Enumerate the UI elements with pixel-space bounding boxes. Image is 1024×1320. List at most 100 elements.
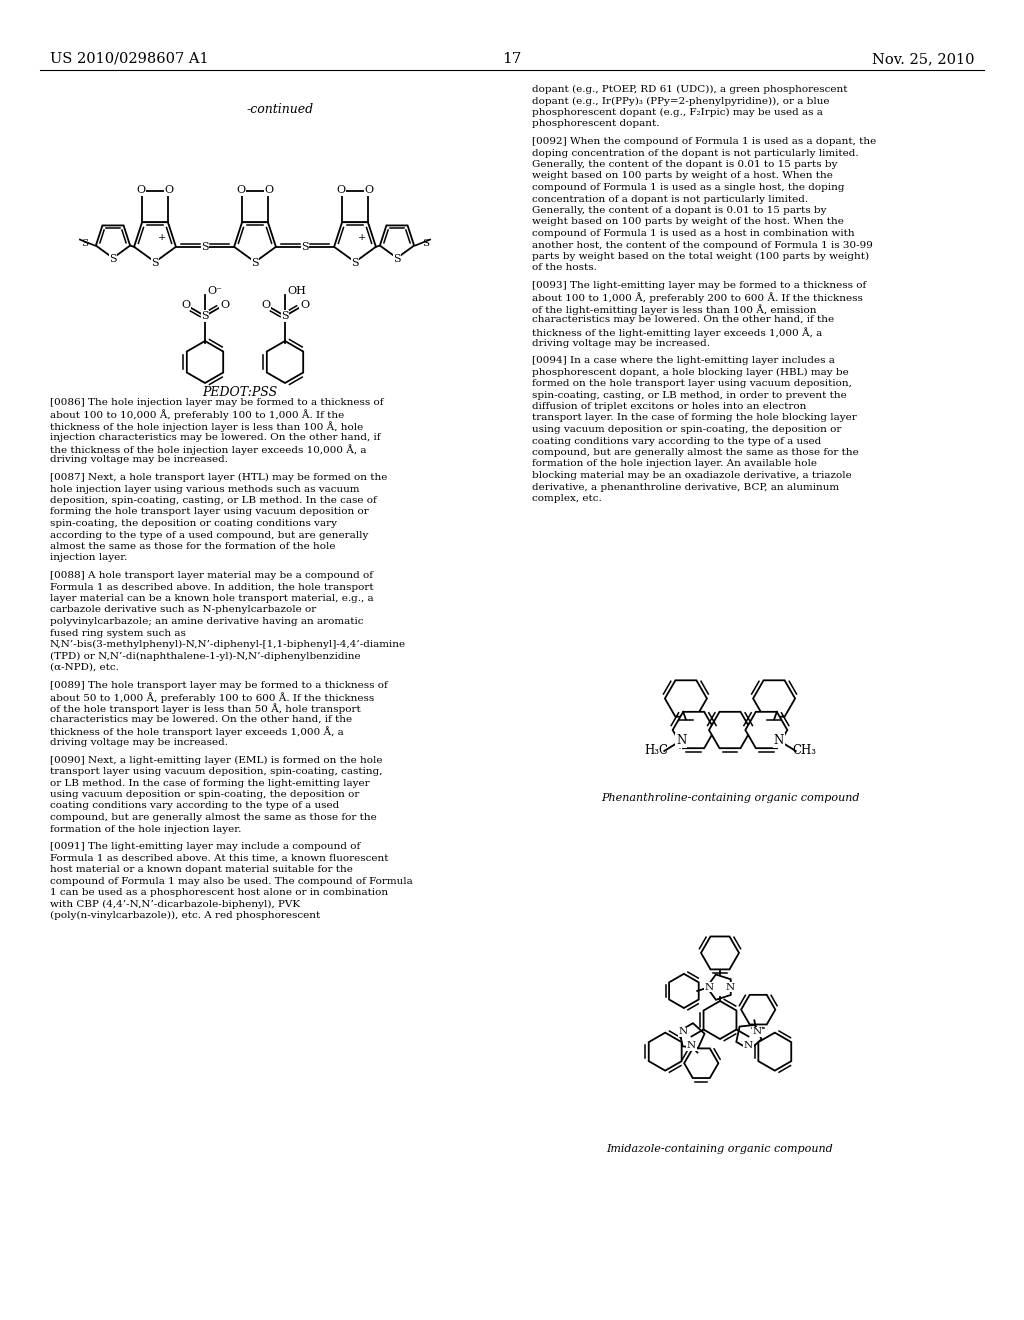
Text: S: S [110,253,117,264]
Polygon shape [334,222,376,261]
Text: driving voltage may be increased.: driving voltage may be increased. [50,738,228,747]
Text: N: N [679,1027,688,1036]
Text: O: O [165,185,173,195]
Text: PEDOT:PSS: PEDOT:PSS [203,385,278,399]
Text: compound of Formula 1 may also be used. The compound of Formula: compound of Formula 1 may also be used. … [50,876,413,886]
Text: spin-coating, casting, or LB method, in order to prevent the: spin-coating, casting, or LB method, in … [532,391,847,400]
Text: N: N [726,982,735,991]
Text: polyvinylcarbazole; an amine derivative having an aromatic: polyvinylcarbazole; an amine derivative … [50,616,364,626]
Text: of the hole transport layer is less than 50 Å, hole transport: of the hole transport layer is less than… [50,704,360,714]
Text: +: + [158,232,166,242]
Text: [0087] Next, a hole transport layer (HTL) may be formed on the: [0087] Next, a hole transport layer (HTL… [50,473,387,482]
Text: with CBP (4,4’-N,N’-dicarbazole-biphenyl), PVK: with CBP (4,4’-N,N’-dicarbazole-biphenyl… [50,899,300,908]
Text: almost the same as those for the formation of the hole: almost the same as those for the formati… [50,543,336,550]
Text: [0094] In a case where the light-emitting layer includes a: [0094] In a case where the light-emittin… [532,356,835,366]
Text: parts by weight based on the total weight (100 parts by weight): parts by weight based on the total weigh… [532,252,869,261]
Text: 1 can be used as a phosphorescent host alone or in combination: 1 can be used as a phosphorescent host a… [50,888,388,898]
Text: phosphorescent dopant, a hole blocking layer (HBL) may be: phosphorescent dopant, a hole blocking l… [532,367,849,376]
Text: S: S [201,312,209,321]
Text: compound of Formula 1 is used as a host in combination with: compound of Formula 1 is used as a host … [532,228,855,238]
Text: compound of Formula 1 is used as a single host, the doping: compound of Formula 1 is used as a singl… [532,183,845,191]
Text: the thickness of the hole injection layer exceeds 10,000 Å, a: the thickness of the hole injection laye… [50,444,367,455]
Text: another host, the content of the compound of Formula 1 is 30-99: another host, the content of the compoun… [532,240,872,249]
Text: N: N [743,1041,753,1051]
Polygon shape [759,1032,792,1071]
Text: S: S [201,242,209,252]
Text: -continued: -continued [247,103,313,116]
Text: [0090] Next, a light-emitting layer (EML) is formed on the hole: [0090] Next, a light-emitting layer (EML… [50,755,383,764]
Text: layer material can be a known hole transport material, e.g., a: layer material can be a known hole trans… [50,594,374,603]
Polygon shape [186,341,223,383]
Text: Nov. 25, 2010: Nov. 25, 2010 [871,51,974,66]
Text: compound, but are generally almost the same as those for the: compound, but are generally almost the s… [532,447,859,457]
Text: [0093] The light-emitting layer may be formed to a thickness of: [0093] The light-emitting layer may be f… [532,281,866,290]
Text: S: S [251,257,259,268]
Text: O: O [237,185,246,195]
Text: concentration of a dopant is not particularly limited.: concentration of a dopant is not particu… [532,194,808,203]
Text: phosphorescent dopant (e.g., F₂Irpic) may be used as a: phosphorescent dopant (e.g., F₂Irpic) ma… [532,108,823,117]
Text: Phenanthroline-containing organic compound: Phenanthroline-containing organic compou… [601,793,859,803]
Polygon shape [679,1023,705,1048]
Polygon shape [242,191,268,222]
Text: of the hosts.: of the hosts. [532,264,597,272]
Text: using vacuum deposition or spin-coating, the deposition or: using vacuum deposition or spin-coating,… [532,425,842,434]
Text: S: S [422,239,429,248]
Text: S: S [81,239,88,248]
Text: N: N [676,734,686,747]
Text: S: S [393,253,400,264]
Text: characteristics may be lowered. On the other hand, if the: characteristics may be lowered. On the o… [532,315,835,325]
Polygon shape [665,680,707,717]
Polygon shape [736,1024,762,1049]
Text: O⁻: O⁻ [207,286,222,296]
Text: [0089] The hole transport layer may be formed to a thickness of: [0089] The hole transport layer may be f… [50,681,388,689]
Text: characteristics may be lowered. On the other hand, if the: characteristics may be lowered. On the o… [50,715,352,723]
Text: S: S [282,312,289,321]
Polygon shape [745,711,787,748]
Text: US 2010/0298607 A1: US 2010/0298607 A1 [50,51,209,66]
Text: S: S [351,257,358,268]
Text: O: O [220,300,229,309]
Polygon shape [709,711,751,748]
Text: formation of the hole injection layer.: formation of the hole injection layer. [50,825,242,833]
Polygon shape [741,995,775,1024]
Text: weight based on 100 parts by weight of a host. When the: weight based on 100 parts by weight of a… [532,172,833,181]
Text: [0092] When the compound of Formula 1 is used as a dopant, the: [0092] When the compound of Formula 1 is… [532,137,877,147]
Text: or LB method. In the case of forming the light-emitting layer: or LB method. In the case of forming the… [50,779,370,788]
Text: transport layer. In the case of forming the hole blocking layer: transport layer. In the case of forming … [532,413,857,422]
Polygon shape [96,226,130,257]
Polygon shape [342,191,368,222]
Text: [0086] The hole injection layer may be formed to a thickness of: [0086] The hole injection layer may be f… [50,399,384,407]
Text: about 100 to 1,000 Å, preferably 200 to 600 Å. If the thickness: about 100 to 1,000 Å, preferably 200 to … [532,293,863,304]
Text: deposition, spin-coating, casting, or LB method. In the case of: deposition, spin-coating, casting, or LB… [50,496,377,506]
Text: phosphorescent dopant.: phosphorescent dopant. [532,120,659,128]
Text: O: O [300,300,309,309]
Polygon shape [134,222,176,261]
Text: complex, etc.: complex, etc. [532,494,602,503]
Polygon shape [267,341,303,383]
Text: N: N [753,1027,761,1036]
Polygon shape [142,191,168,222]
Text: according to the type of a used compound, but are generally: according to the type of a used compound… [50,531,369,540]
Text: host material or a known dopant material suitable for the: host material or a known dopant material… [50,865,353,874]
Text: carbazole derivative such as N-phenylcarbazole or: carbazole derivative such as N-phenylcar… [50,606,316,615]
Text: driving voltage may be increased.: driving voltage may be increased. [532,338,710,347]
Text: Formula 1 as described above. At this time, a known fluorescent: Formula 1 as described above. At this ti… [50,854,388,862]
Text: N: N [687,1041,696,1051]
Text: Generally, the content of the dopant is 0.01 to 15 parts by: Generally, the content of the dopant is … [532,160,838,169]
Polygon shape [669,974,698,1008]
Text: forming the hole transport layer using vacuum deposition or: forming the hole transport layer using v… [50,507,369,516]
Text: doping concentration of the dopant is not particularly limited.: doping concentration of the dopant is no… [532,149,859,157]
Text: coating conditions vary according to the type of a used: coating conditions vary according to the… [532,437,821,446]
Text: dopant (e.g., PtOEP, RD 61 (UDC)), a green phosphorescent: dopant (e.g., PtOEP, RD 61 (UDC)), a gre… [532,84,848,94]
Text: N: N [705,982,714,991]
Text: blocking material may be an oxadiazole derivative, a triazole: blocking material may be an oxadiazole d… [532,471,852,480]
Text: Generally, the content of a dopant is 0.01 to 15 parts by: Generally, the content of a dopant is 0.… [532,206,826,215]
Text: transport layer using vacuum deposition, spin-coating, casting,: transport layer using vacuum deposition,… [50,767,383,776]
Text: S: S [301,242,309,252]
Text: O: O [261,300,270,309]
Text: spin-coating, the deposition or coating conditions vary: spin-coating, the deposition or coating … [50,519,337,528]
Text: O: O [136,185,145,195]
Text: N: N [774,734,784,747]
Polygon shape [701,936,739,969]
Text: formation of the hole injection layer. An available hole: formation of the hole injection layer. A… [532,459,817,469]
